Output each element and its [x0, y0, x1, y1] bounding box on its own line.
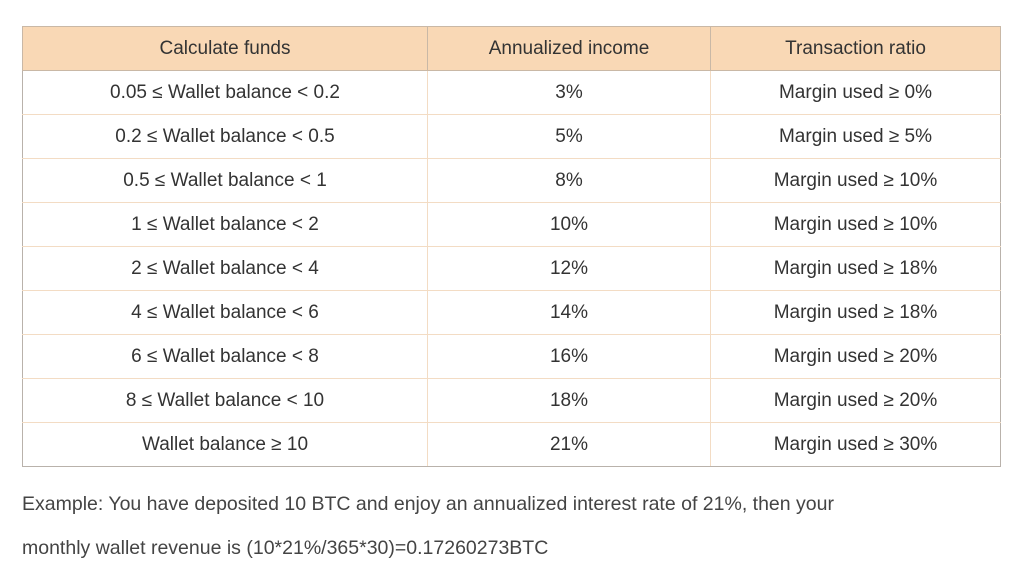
- header-row: Calculate funds Annualized income Transa…: [22, 26, 1001, 71]
- funds-cell: 6 ≤ Wallet balance < 8: [22, 334, 428, 379]
- income-cell: 21%: [427, 422, 711, 467]
- example-line-1: Example: You have deposited 10 BTC and e…: [22, 493, 834, 515]
- table-row: Wallet balance ≥ 10 21% Margin used ≥ 30…: [22, 422, 1001, 467]
- funds-cell: 0.2 ≤ Wallet balance < 0.5: [22, 114, 428, 159]
- funds-cell: 0.05 ≤ Wallet balance < 0.2: [22, 70, 428, 115]
- ratio-cell: Margin used ≥ 10%: [710, 202, 1001, 247]
- income-cell: 18%: [427, 378, 711, 423]
- funds-cell: 0.5 ≤ Wallet balance < 1: [22, 158, 428, 203]
- ratio-cell: Margin used ≥ 0%: [710, 70, 1001, 115]
- table-body: 0.05 ≤ Wallet balance < 0.2 3% Margin us…: [22, 70, 1001, 467]
- example-paragraph: Example: You have deposited 10 BTC and e…: [22, 482, 1012, 570]
- income-cell: 5%: [427, 114, 711, 159]
- income-cell: 12%: [427, 246, 711, 291]
- table-row: 0.05 ≤ Wallet balance < 0.2 3% Margin us…: [22, 70, 1001, 115]
- ratio-cell: Margin used ≥ 20%: [710, 334, 1001, 379]
- funds-cell: 2 ≤ Wallet balance < 4: [22, 246, 428, 291]
- table-row: 0.5 ≤ Wallet balance < 1 8% Margin used …: [22, 158, 1001, 203]
- table-row: 4 ≤ Wallet balance < 6 14% Margin used ≥…: [22, 290, 1001, 335]
- income-cell: 3%: [427, 70, 711, 115]
- header-calculate-funds: Calculate funds: [22, 26, 428, 71]
- funds-cell: 8 ≤ Wallet balance < 10: [22, 378, 428, 423]
- funds-cell: 4 ≤ Wallet balance < 6: [22, 290, 428, 335]
- income-cell: 14%: [427, 290, 711, 335]
- interest-rate-table-container: Calculate funds Annualized income Transa…: [22, 26, 1001, 467]
- table-header: Calculate funds Annualized income Transa…: [22, 26, 1001, 71]
- table-row: 8 ≤ Wallet balance < 10 18% Margin used …: [22, 378, 1001, 423]
- ratio-cell: Margin used ≥ 18%: [710, 290, 1001, 335]
- table-row: 2 ≤ Wallet balance < 4 12% Margin used ≥…: [22, 246, 1001, 291]
- table-row: 1 ≤ Wallet balance < 2 10% Margin used ≥…: [22, 202, 1001, 247]
- ratio-cell: Margin used ≥ 10%: [710, 158, 1001, 203]
- table-row: 6 ≤ Wallet balance < 8 16% Margin used ≥…: [22, 334, 1001, 379]
- funds-cell: Wallet balance ≥ 10: [22, 422, 428, 467]
- ratio-cell: Margin used ≥ 18%: [710, 246, 1001, 291]
- table-row: 0.2 ≤ Wallet balance < 0.5 5% Margin use…: [22, 114, 1001, 159]
- funds-cell: 1 ≤ Wallet balance < 2: [22, 202, 428, 247]
- income-cell: 10%: [427, 202, 711, 247]
- ratio-cell: Margin used ≥ 30%: [710, 422, 1001, 467]
- income-cell: 8%: [427, 158, 711, 203]
- ratio-cell: Margin used ≥ 5%: [710, 114, 1001, 159]
- interest-rate-table: Calculate funds Annualized income Transa…: [22, 26, 1001, 467]
- header-annualized-income: Annualized income: [427, 26, 711, 71]
- income-cell: 16%: [427, 334, 711, 379]
- example-line-2: monthly wallet revenue is (10*21%/365*30…: [22, 537, 549, 559]
- ratio-cell: Margin used ≥ 20%: [710, 378, 1001, 423]
- header-transaction-ratio: Transaction ratio: [710, 26, 1001, 71]
